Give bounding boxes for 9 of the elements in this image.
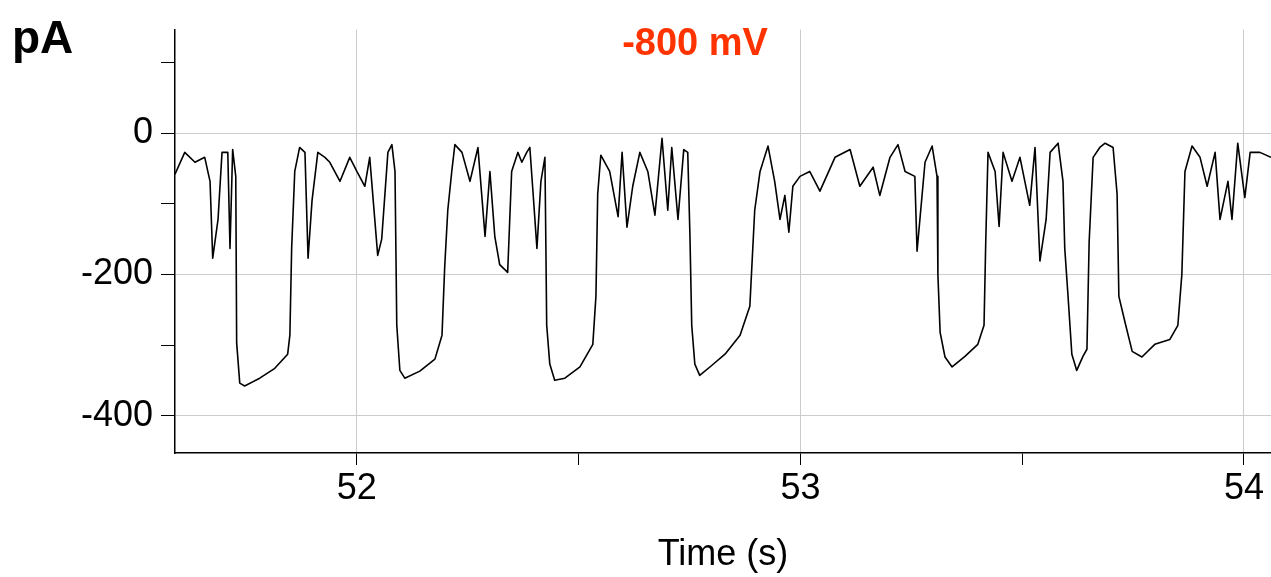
x-tick-label: 52 [336,465,377,507]
x-axis-title: Time (s) [657,532,789,574]
y-tick-label: -200 [80,251,153,293]
y-axis-title: pA [12,10,74,63]
x-tick-label: 54 [1223,465,1264,507]
chart-title: -800 mV [622,21,769,64]
y-tick-label: -400 [80,392,153,434]
x-tick-label: 53 [780,465,821,507]
y-tick-label: 0 [132,110,153,152]
